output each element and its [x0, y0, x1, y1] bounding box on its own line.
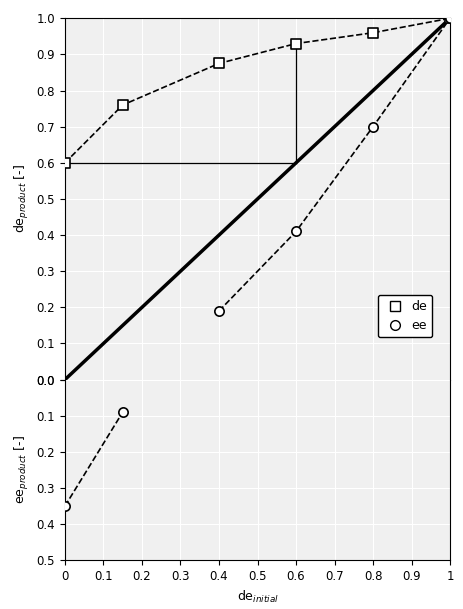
Point — [61, 501, 69, 511]
Point — [215, 306, 222, 316]
Point — [119, 100, 126, 110]
Point — [369, 28, 376, 38]
Y-axis label: de$_{product}$ [-]: de$_{product}$ [-] — [13, 164, 31, 233]
X-axis label: de$_{initial}$: de$_{initial}$ — [236, 588, 278, 605]
Point — [292, 39, 299, 49]
Point — [119, 407, 126, 417]
Point — [445, 13, 453, 23]
Y-axis label: ee$_{product}$ [-]: ee$_{product}$ [-] — [13, 435, 31, 504]
Legend: de, ee: de, ee — [377, 295, 432, 337]
Point — [292, 227, 299, 236]
Point — [215, 58, 222, 68]
Point — [369, 122, 376, 132]
Point — [445, 13, 453, 23]
Point — [61, 158, 69, 167]
